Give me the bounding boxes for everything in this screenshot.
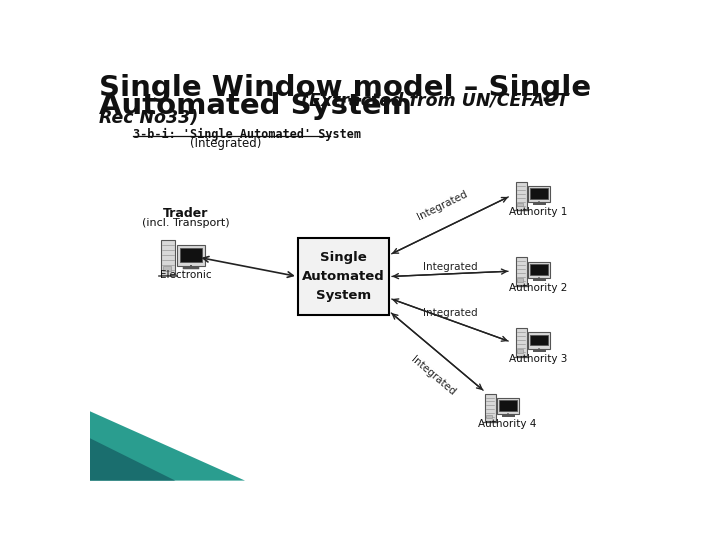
Bar xyxy=(517,279,523,282)
Bar xyxy=(161,240,175,275)
Bar xyxy=(485,394,495,421)
Bar xyxy=(497,398,519,414)
Polygon shape xyxy=(90,411,245,481)
Text: Trader: Trader xyxy=(163,207,208,220)
Bar xyxy=(486,415,492,418)
Bar xyxy=(528,333,550,349)
Bar xyxy=(516,182,526,210)
Text: Authority 3: Authority 3 xyxy=(509,354,567,363)
Text: Integrated: Integrated xyxy=(409,355,457,397)
Text: Integrated: Integrated xyxy=(415,189,469,222)
Text: Rec No33): Rec No33) xyxy=(99,109,199,127)
Bar xyxy=(531,188,548,199)
Bar xyxy=(531,334,548,346)
Bar xyxy=(528,186,550,202)
Bar xyxy=(177,245,204,266)
Text: Electronic: Electronic xyxy=(160,271,211,280)
Text: Authority 1: Authority 1 xyxy=(509,207,567,217)
Text: Authority 4: Authority 4 xyxy=(478,419,536,429)
Text: Integrated: Integrated xyxy=(423,308,477,318)
Bar xyxy=(180,248,202,262)
Bar xyxy=(500,400,517,411)
Polygon shape xyxy=(90,438,175,481)
Text: Authority 2: Authority 2 xyxy=(509,283,567,293)
Bar xyxy=(517,203,523,206)
Bar xyxy=(517,349,523,353)
Bar xyxy=(516,257,526,285)
Bar xyxy=(531,264,548,275)
Bar xyxy=(163,266,171,271)
Text: Integrated: Integrated xyxy=(423,261,477,272)
Text: (Integrated): (Integrated) xyxy=(190,137,261,150)
Text: (Extracted from UN/CEFACT: (Extracted from UN/CEFACT xyxy=(295,92,569,110)
Text: Single Window model – Single: Single Window model – Single xyxy=(99,74,591,102)
Text: Automated System: Automated System xyxy=(99,92,412,120)
Text: 3-b-i: 'Single Automated' System: 3-b-i: 'Single Automated' System xyxy=(132,128,361,141)
Bar xyxy=(297,238,389,315)
Bar xyxy=(516,328,526,356)
Text: (incl. Transport): (incl. Transport) xyxy=(142,218,229,228)
Bar xyxy=(528,262,550,278)
Text: Single
Automated
System: Single Automated System xyxy=(302,251,384,302)
